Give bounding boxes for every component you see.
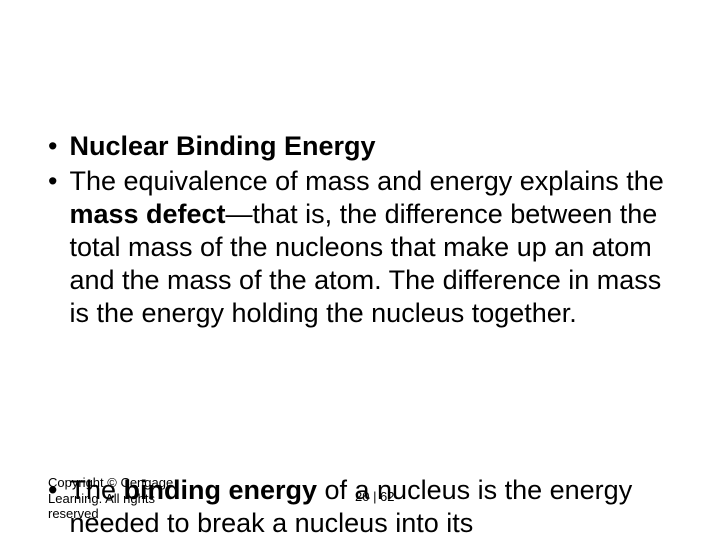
bullet-item-last: • The binding energy of a nucleus is the… <box>48 474 672 540</box>
title-bold: Nuclear Binding Energy <box>69 131 375 161</box>
bullet-glyph: • <box>48 474 57 507</box>
body-bold: mass defect <box>69 199 225 229</box>
last-prefix: The <box>69 475 123 505</box>
slide-body: • Nuclear Binding Energy • The equivalen… <box>0 0 720 368</box>
body-prefix: The equivalence of mass and energy expla… <box>69 166 663 196</box>
bullet-glyph: • <box>48 130 57 163</box>
bullet-item: • Nuclear Binding Energy <box>48 130 672 163</box>
bullet-glyph: • <box>48 165 57 198</box>
bullet-text-body: The equivalence of mass and energy expla… <box>69 165 672 330</box>
bullet-text-title: Nuclear Binding Energy <box>69 130 672 163</box>
bullet-text-last: The binding energy of a nucleus is the e… <box>69 474 672 540</box>
bullet-item: • The equivalence of mass and energy exp… <box>48 165 672 330</box>
last-bold: binding energy <box>123 475 317 505</box>
spacer <box>48 332 672 368</box>
